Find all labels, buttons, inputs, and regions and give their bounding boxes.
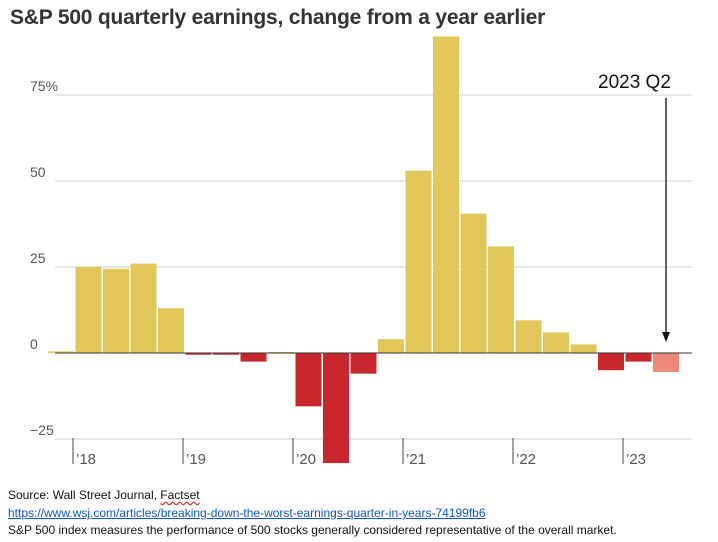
footnote: S&P 500 index measures the performance o… (8, 523, 617, 537)
bar-2018-q3 (130, 263, 157, 353)
bar-2022-q1 (515, 320, 542, 353)
x-axis: ’18 ’19 ’20 ’21 ’22 ’23 (55, 352, 692, 468)
bar-2019-q1 (185, 353, 212, 355)
bar-2022-q3 (570, 344, 597, 353)
bar-chart: ’18 ’19 ’20 ’21 ’22 ’23 75% 50 25 0 −25 (30, 36, 692, 468)
source-line: Source: Wall Street Journal, Factset (8, 488, 200, 502)
annotation-label: 2023 Q2 (598, 72, 671, 93)
bar-2021-q4 (488, 246, 514, 353)
bar-2020-q2 (323, 353, 349, 464)
bar-2018-q2 (103, 268, 129, 353)
bar-2021-q1 (405, 170, 432, 353)
bar-2017-q4 (48, 351, 74, 353)
y-tick-label: 75% (30, 78, 58, 94)
bar-2021-q3 (460, 213, 487, 353)
y-tick-label: 25 (30, 250, 46, 266)
grid-layer (55, 94, 692, 440)
bars-layer (48, 36, 679, 464)
x-year-label: ’23 (626, 451, 646, 468)
bar-2018-q1 (75, 267, 102, 353)
bar-2020-q1 (295, 353, 322, 407)
bar-2023-q1 (625, 353, 652, 362)
x-year-label: ’18 (76, 451, 96, 468)
arrow-head (662, 332, 670, 342)
y-tick-label: −25 (30, 422, 54, 438)
x-year-label: ’21 (406, 451, 426, 468)
source-factset: Factset (160, 488, 200, 502)
bar-2019-q4 (268, 351, 294, 353)
annotation-arrow (662, 98, 670, 342)
x-year-label: ’20 (296, 451, 316, 468)
source-text: Source: Wall Street Journal, (8, 488, 161, 502)
bar-2020-q3 (350, 353, 377, 374)
bar-2022-q2 (543, 332, 569, 353)
y-tick-label: 0 (30, 336, 38, 352)
source-link[interactable]: https://www.wsj.com/articles/breaking-do… (8, 506, 486, 520)
bar-2019-q3 (240, 353, 267, 362)
bar-2022-q4 (598, 353, 624, 371)
bar-2018-q4 (158, 308, 184, 353)
y-axis: 75% 50 25 0 −25 (30, 78, 58, 438)
bar-2020-q4 (378, 339, 404, 353)
bar-2023-q2 (653, 353, 679, 372)
x-year-label: ’22 (516, 451, 536, 468)
chart-title: S&P 500 quarterly earnings, change from … (10, 6, 546, 29)
x-year-label: ’19 (186, 451, 206, 468)
y-tick-label: 50 (30, 164, 46, 180)
bar-2019-q2 (213, 353, 239, 355)
bar-2021-q2 (433, 36, 459, 354)
